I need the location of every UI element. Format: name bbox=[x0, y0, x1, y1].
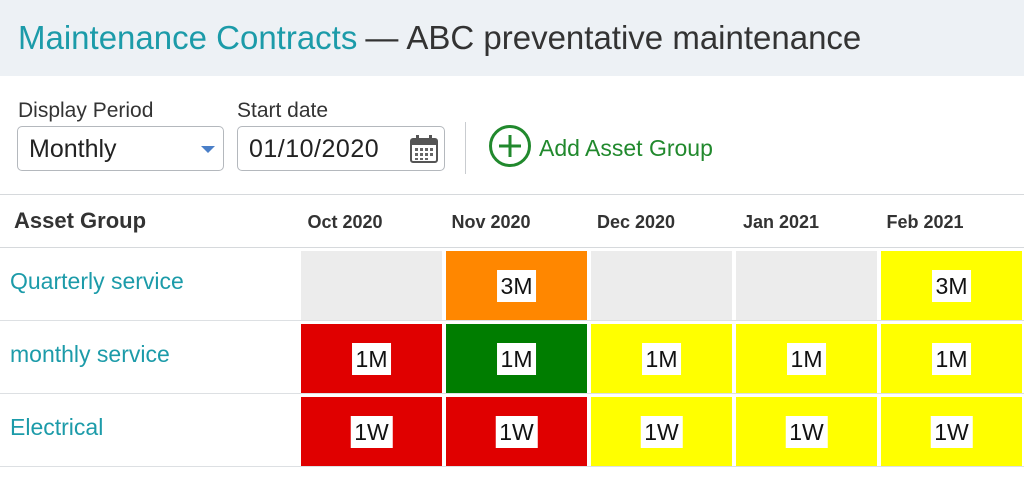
plus-circle-icon bbox=[488, 124, 532, 173]
asset-group-name[interactable]: monthly service bbox=[10, 341, 170, 367]
frequency-badge: 1W bbox=[785, 415, 828, 448]
asset-group-row: Electrical 1W 1W 1W 1W 1W bbox=[0, 394, 1024, 467]
schedule-cell[interactable]: 1W bbox=[881, 397, 1022, 466]
schedule-cell[interactable] bbox=[301, 251, 442, 320]
title-separator: — bbox=[365, 19, 399, 56]
schedule-cell[interactable]: 1M bbox=[301, 324, 442, 393]
frequency-badge: 1W bbox=[930, 415, 973, 448]
schedule-cell[interactable]: 1W bbox=[301, 397, 442, 466]
schedule-cell[interactable]: 1W bbox=[591, 397, 732, 466]
frequency-badge: 3M bbox=[931, 269, 972, 302]
add-asset-group-button[interactable]: Add Asset Group bbox=[488, 124, 713, 169]
schedule-cell[interactable]: 1M bbox=[591, 324, 732, 393]
app-title-link[interactable]: Maintenance Contracts bbox=[18, 19, 358, 56]
start-date-field[interactable]: 01/10/2020 bbox=[237, 126, 445, 171]
frequency-badge: 1M bbox=[786, 342, 827, 375]
month-header: Feb 2021 bbox=[886, 212, 964, 232]
contract-title: ABC preventative maintenance bbox=[406, 19, 862, 56]
asset-group-name[interactable]: Electrical bbox=[10, 414, 104, 440]
toolbar-divider bbox=[465, 122, 466, 174]
month-header: Jan 2021 bbox=[742, 212, 820, 232]
frequency-badge: 1W bbox=[640, 415, 683, 448]
schedule-cell[interactable] bbox=[591, 251, 732, 320]
calendar-icon[interactable] bbox=[409, 134, 439, 169]
asset-group-name[interactable]: Quarterly service bbox=[10, 268, 184, 294]
grid-header: Asset Group Oct 2020 Nov 2020 Dec 2020 J… bbox=[0, 194, 1024, 248]
chevron-down-icon bbox=[201, 146, 215, 153]
frequency-badge: 3M bbox=[496, 269, 537, 302]
schedule-cell[interactable] bbox=[736, 251, 877, 320]
frequency-badge: 1M bbox=[351, 342, 392, 375]
asset-group-column-header: Asset Group bbox=[14, 208, 147, 233]
month-header: Dec 2020 bbox=[596, 212, 676, 232]
display-period-select[interactable]: Monthly bbox=[17, 126, 224, 171]
month-header: Oct 2020 bbox=[307, 212, 383, 232]
month-header: Nov 2020 bbox=[451, 212, 531, 232]
frequency-badge: 1W bbox=[495, 415, 538, 448]
schedule-cell[interactable]: 1W bbox=[446, 397, 587, 466]
frequency-badge: 1M bbox=[496, 342, 537, 375]
display-period-value: Monthly bbox=[29, 135, 117, 163]
schedule-cell[interactable]: 1W bbox=[736, 397, 877, 466]
start-date-label: Start date bbox=[237, 99, 329, 122]
display-period-label: Display Period bbox=[18, 99, 154, 122]
asset-group-row: monthly service 1M 1M 1M 1M 1M bbox=[0, 321, 1024, 394]
frequency-badge: 1W bbox=[350, 415, 393, 448]
schedule-cell[interactable]: 3M bbox=[881, 251, 1022, 320]
title-bar: Maintenance Contracts — ABC preventative m… bbox=[0, 0, 1024, 76]
frequency-badge: 1M bbox=[931, 342, 972, 375]
asset-group-row: Quarterly service 3M 3M bbox=[0, 248, 1024, 321]
add-asset-group-label: Add Asset Group bbox=[539, 134, 713, 161]
schedule-cell[interactable]: 1M bbox=[736, 324, 877, 393]
frequency-badge: 1M bbox=[641, 342, 682, 375]
schedule-cell[interactable]: 3M bbox=[446, 251, 587, 320]
schedule-cell[interactable]: 1M bbox=[881, 324, 1022, 393]
start-date-value: 01/10/2020 bbox=[249, 135, 380, 163]
schedule-cell[interactable]: 1M bbox=[446, 324, 587, 393]
page-title: Maintenance Contracts — ABC preventative m… bbox=[18, 18, 861, 58]
